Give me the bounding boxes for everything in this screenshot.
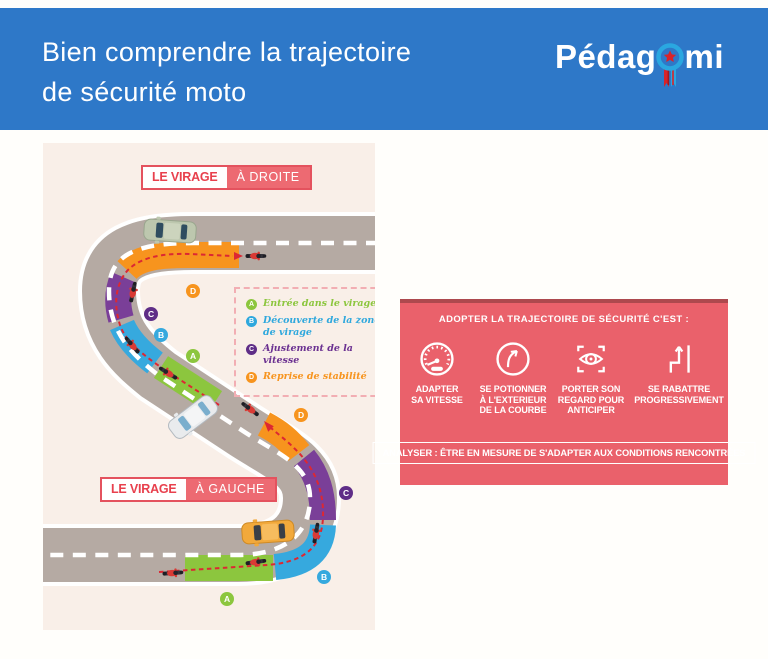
legend-dot-b: B	[246, 316, 257, 327]
svg-text:A: A	[224, 594, 230, 604]
trajectory-top-arrow	[234, 252, 243, 260]
marker-d-bottom: D	[294, 408, 308, 422]
svg-text:C: C	[148, 309, 154, 319]
svg-text:A: A	[190, 351, 196, 361]
s-road-illustration: A B C D A B C D	[43, 212, 375, 606]
panel-title: ADOPTER LA TRAJECTOIRE DE SÉCURITÉ C'EST…	[438, 314, 690, 325]
legend-item-c: C Ajustement de la vitesse	[246, 343, 375, 366]
legend-item-b: B Découverte de la zone de virage	[246, 315, 375, 338]
svg-text:B: B	[158, 330, 164, 340]
marker-a-top: A	[186, 349, 200, 363]
zone-d-top	[117, 242, 239, 280]
logo-text-prefix: Pédag	[554, 38, 657, 75]
car-silver	[168, 395, 218, 439]
legend-item-a: A Entrée dans le virage	[246, 298, 375, 310]
marker-b-bottom: B	[317, 570, 331, 584]
panel-item-rabattre: SE RABATTRE PROGRESSIVEMENT	[630, 339, 728, 416]
panel-item-exterieur: SE POTIONNER À L'EXTERIEUR DE LA COURBE	[474, 339, 552, 416]
legend-label-d: Reprise de stabilité	[263, 371, 367, 382]
panel-item-label: PORTER SON REGARD POUR ANTICIPER	[557, 384, 625, 415]
analyser-banner: ANALYSER : ÊTRE EN MESURE DE S'ADAPTER A…	[372, 442, 756, 464]
legend-box: A Entrée dans le virage B Découverte de …	[234, 287, 375, 397]
merge-arrow-icon	[669, 345, 690, 373]
badge-virage-droite-value: À DROITE	[226, 167, 310, 188]
legend-label-a: Entrée dans le virage	[263, 298, 375, 309]
badge-virage-gauche-value: À GAUCHE	[185, 479, 275, 500]
speedometer-icon	[420, 342, 454, 376]
badge-virage-gauche: LE VIRAGE À GAUCHE	[100, 477, 277, 502]
car-yellow	[241, 519, 295, 547]
legend-label-c: Ajustement de la vitesse	[263, 343, 353, 366]
zone-b-bottom	[273, 523, 336, 580]
marker-c-top: C	[144, 307, 158, 321]
page-title-line2: de sécurité moto	[42, 77, 247, 107]
svg-text:B: B	[321, 572, 327, 582]
medal-icon	[656, 43, 685, 87]
legend-dot-a: A	[246, 299, 257, 310]
legend-label-b: Découverte de la zone de virage	[263, 315, 375, 338]
pedagomi-logo: Pédag mi	[555, 38, 724, 92]
panel-item-vitesse: ADAPTER SA VITESSE	[400, 339, 474, 416]
trajectory-top	[115, 252, 234, 406]
road-diagram-panel: A B C D A B C D LE VIRAGE À DROITE LE VI…	[43, 143, 375, 630]
badge-virage-droite-label: LE VIRAGE	[143, 167, 227, 188]
legend-dot-c: C	[246, 344, 257, 355]
panel-item-label: ADAPTER SA VITESSE	[411, 384, 463, 405]
marker-d-top: D	[186, 284, 200, 298]
panel-items-row: ADAPTER SA VITESSE SE POTIONNER À L'EXTE…	[400, 339, 728, 416]
trajectory-bottom-arrow	[264, 421, 274, 432]
svg-text:D: D	[190, 286, 196, 296]
curve-arrow-icon	[496, 342, 530, 376]
logo-text-suffix: mi	[684, 38, 724, 75]
legend-item-d: D Reprise de stabilité	[246, 371, 375, 383]
svg-text:D: D	[298, 410, 304, 420]
badge-virage-gauche-label: LE VIRAGE	[102, 479, 186, 500]
zone-c-top	[105, 271, 136, 323]
road-center-dashes	[43, 240, 375, 558]
car-green	[143, 216, 197, 244]
panel-item-label: SE RABATTRE PROGRESSIVEMENT	[634, 384, 724, 405]
eye-focus-icon	[577, 345, 605, 373]
legend-dot-d: D	[246, 372, 257, 383]
badge-virage-droite: LE VIRAGE À DROITE	[141, 165, 312, 190]
panel-item-regard: PORTER SON REGARD POUR ANTICIPER	[552, 339, 630, 416]
panel-item-label: SE POTIONNER À L'EXTERIEUR DE LA COURBE	[479, 384, 547, 415]
marker-b-top: B	[154, 328, 168, 342]
trajectory-bottom	[158, 427, 325, 573]
svg-text:C: C	[343, 488, 349, 498]
header-band: Bien comprendre la trajectoire de sécuri…	[0, 8, 768, 130]
safety-summary-panel: ADOPTER LA TRAJECTOIRE DE SÉCURITÉ C'EST…	[372, 299, 756, 485]
page-title: Bien comprendre la trajectoire de sécuri…	[42, 32, 411, 112]
marker-c-bottom: C	[339, 486, 353, 500]
page-title-line1: Bien comprendre la trajectoire	[42, 37, 412, 67]
marker-a-bottom: A	[220, 592, 234, 606]
